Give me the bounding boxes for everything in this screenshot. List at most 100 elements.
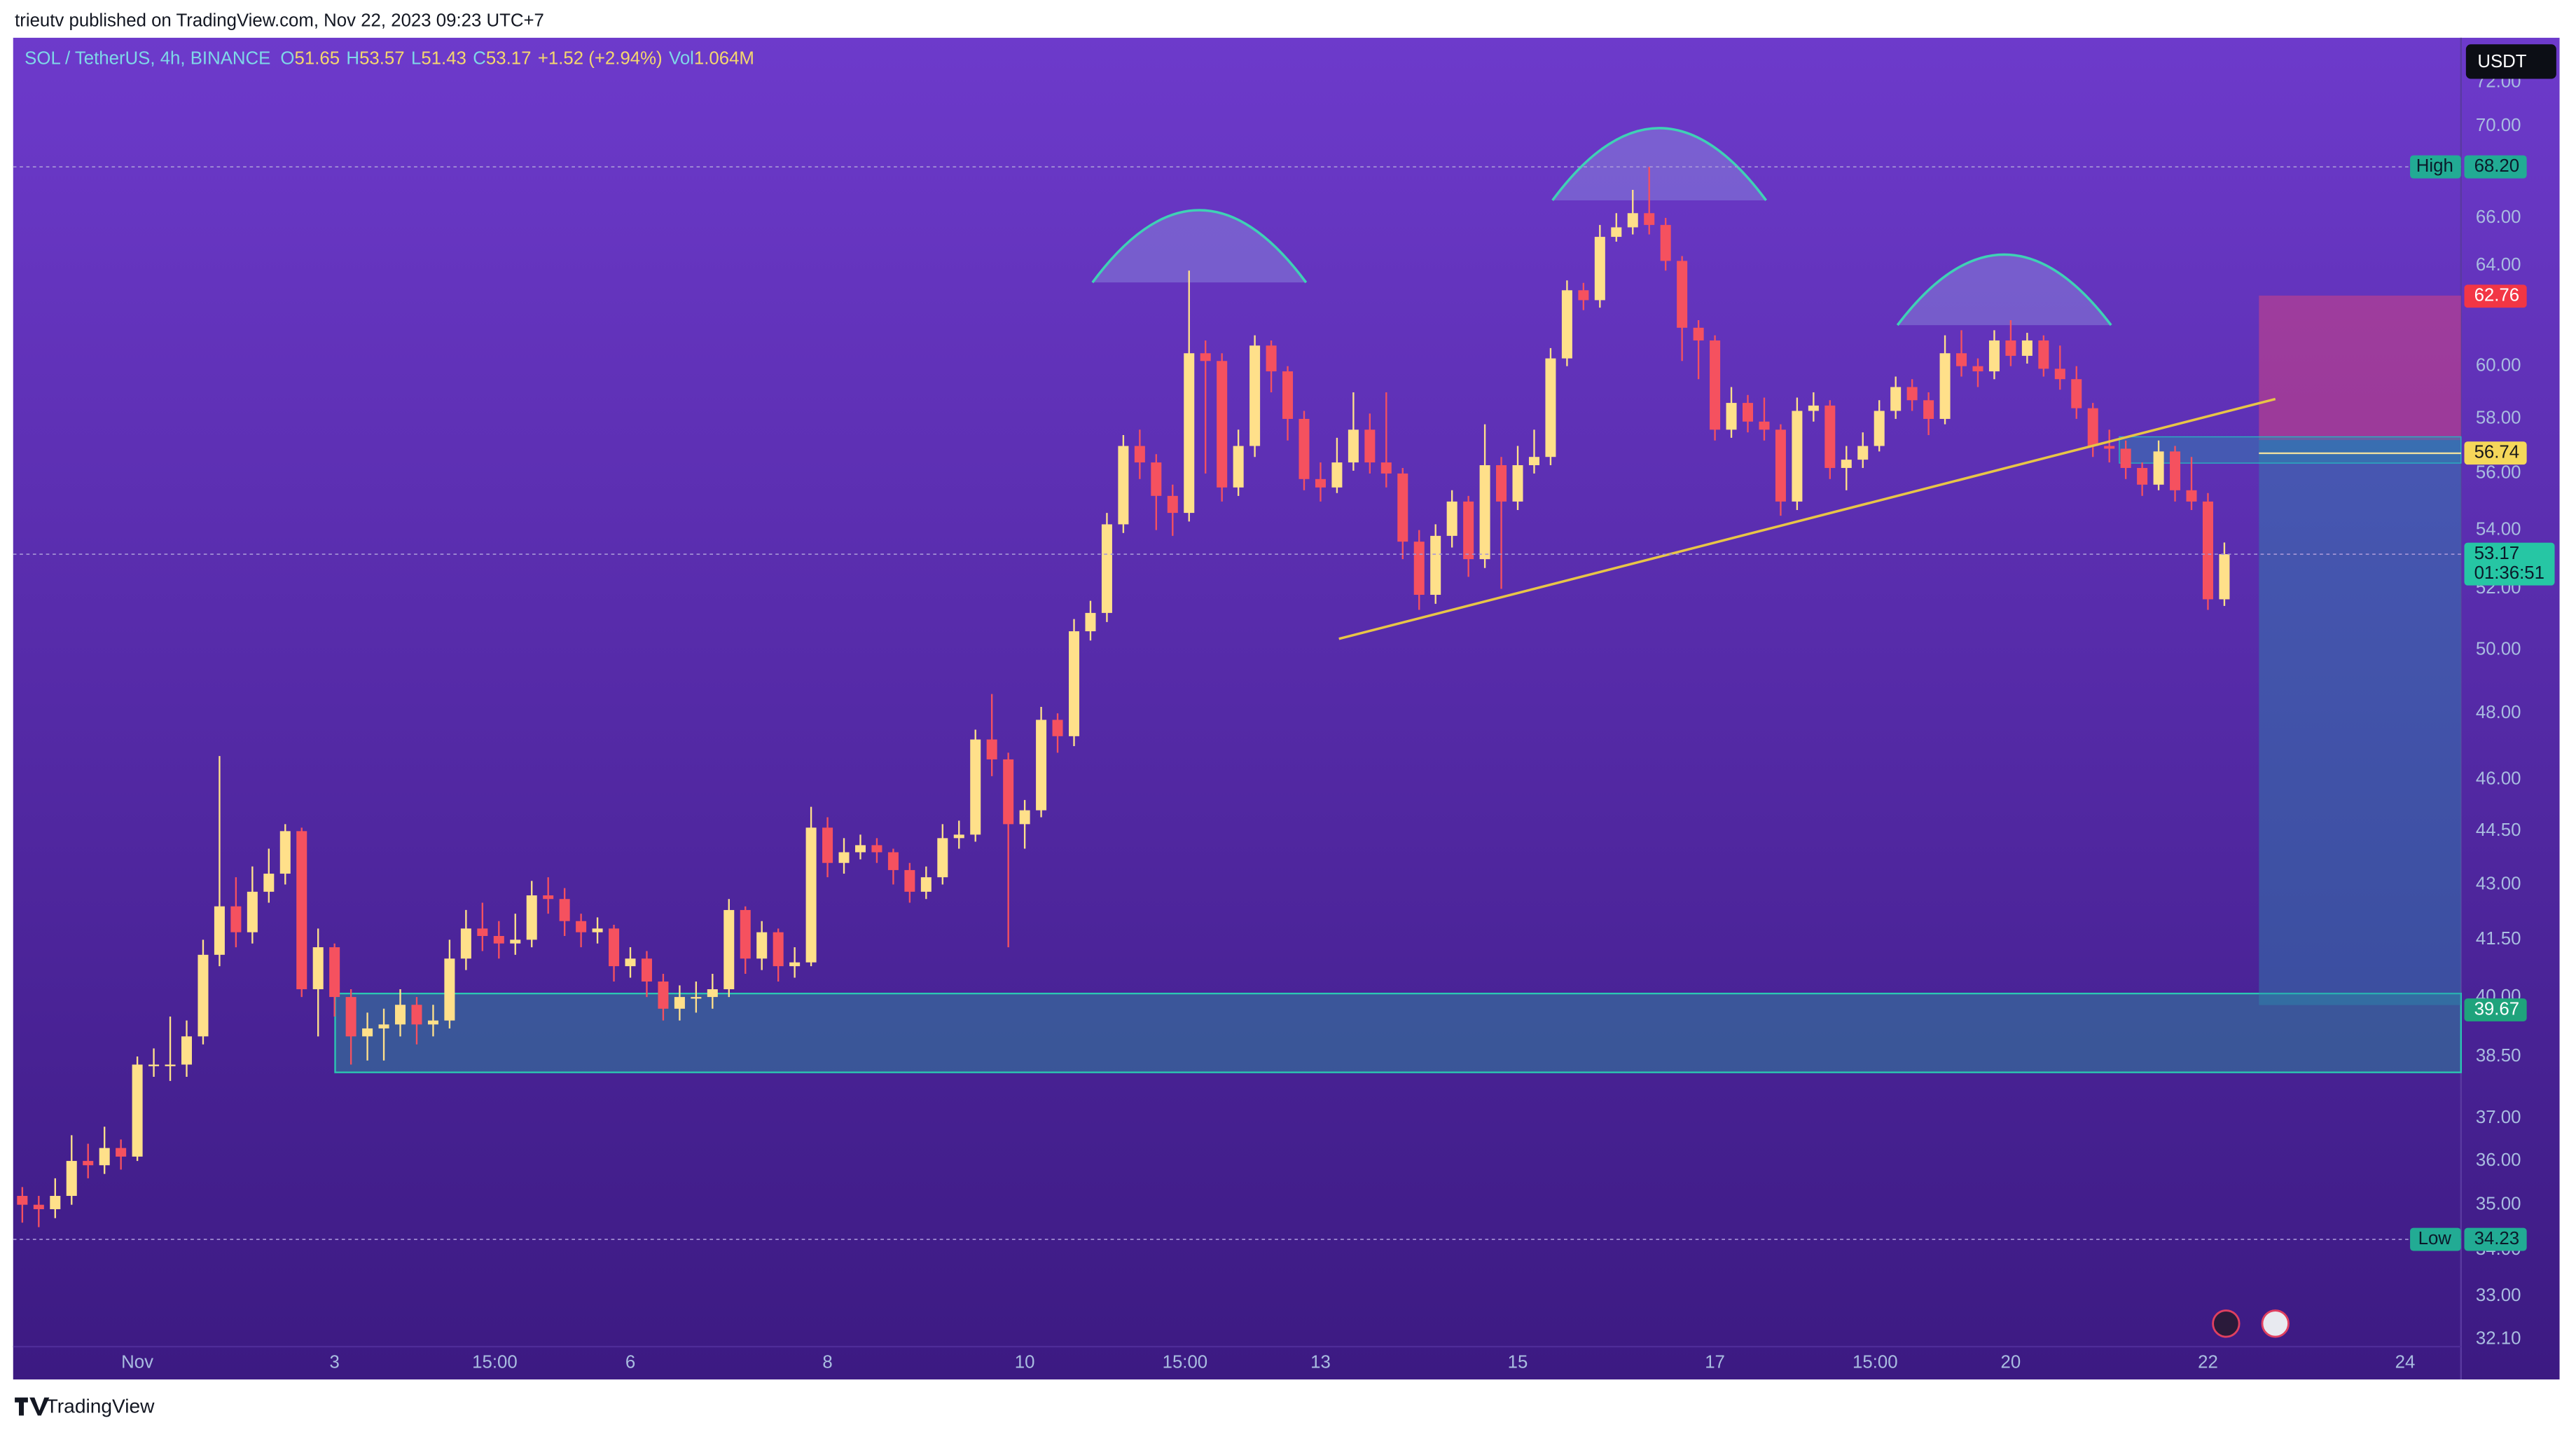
x-tick-label: 15:00 bbox=[1853, 1352, 1898, 1372]
candle bbox=[1184, 270, 1195, 522]
candle-body bbox=[2054, 369, 2065, 380]
candle-body bbox=[740, 909, 751, 959]
candle bbox=[543, 877, 554, 914]
price-label: 39.67 bbox=[2474, 999, 2520, 1019]
symbol: SOL / TetherUS, 4h, BINANCE bbox=[25, 48, 270, 68]
candle bbox=[838, 838, 850, 874]
candle-body bbox=[625, 958, 636, 967]
legend-key: L bbox=[411, 48, 421, 68]
y-tick-label: 54.00 bbox=[2476, 519, 2521, 539]
y-tick-label: 56.00 bbox=[2476, 463, 2521, 483]
candle bbox=[1627, 189, 1638, 235]
candle-body bbox=[1052, 720, 1063, 736]
candle-body bbox=[1315, 479, 1326, 488]
candle-body bbox=[1726, 403, 1737, 430]
candle bbox=[1890, 376, 1902, 419]
y-tick-label: 36.00 bbox=[2476, 1150, 2521, 1170]
candle bbox=[1611, 213, 1622, 242]
candle bbox=[1430, 524, 1441, 604]
y-tick-label: 37.00 bbox=[2476, 1108, 2521, 1127]
candle-body bbox=[2153, 451, 2164, 485]
candle bbox=[723, 899, 735, 998]
stop-zone bbox=[2259, 295, 2461, 441]
flag-icon[interactable] bbox=[2261, 1309, 2290, 1338]
support-zone bbox=[334, 992, 2462, 1073]
price-label-box bbox=[2464, 542, 2555, 586]
candle bbox=[1742, 394, 1754, 433]
brand-logo bbox=[15, 1397, 50, 1416]
candle-body bbox=[2005, 340, 2016, 356]
candle-body bbox=[214, 906, 225, 955]
candle bbox=[1923, 392, 1934, 436]
right-shoulder bbox=[1896, 253, 2112, 326]
legend-value: 1.064M bbox=[694, 48, 754, 68]
price-label: 68.20 bbox=[2474, 156, 2520, 176]
candle bbox=[33, 1195, 44, 1227]
candle-body bbox=[345, 997, 356, 1037]
candle bbox=[165, 1017, 176, 1081]
candle bbox=[1561, 280, 1572, 366]
candle-body bbox=[1939, 353, 1951, 419]
candle-body bbox=[1413, 542, 1425, 595]
candle-body bbox=[1890, 387, 1902, 411]
candle-body bbox=[1019, 810, 1030, 825]
flash-icon[interactable] bbox=[2212, 1309, 2241, 1338]
candle-body bbox=[1710, 340, 1721, 430]
candle-body bbox=[1660, 225, 1671, 261]
candle-body bbox=[2104, 446, 2115, 449]
candle-body bbox=[1594, 237, 1605, 301]
candle bbox=[1808, 392, 1819, 422]
countdown: 01:36:51 bbox=[2474, 563, 2544, 583]
candle bbox=[477, 902, 488, 951]
candle bbox=[1956, 330, 1967, 377]
drawings bbox=[334, 127, 2462, 1073]
candle-body bbox=[1380, 462, 1392, 474]
candle-body bbox=[1808, 405, 1819, 411]
candle bbox=[2038, 335, 2049, 377]
candle-body bbox=[2202, 501, 2213, 600]
candle-body bbox=[17, 1195, 28, 1205]
candle-body bbox=[1578, 290, 1589, 301]
axes: 72.0070.0066.0064.0060.0058.0056.0054.00… bbox=[13, 72, 2555, 1372]
candle bbox=[1988, 330, 2000, 380]
target-zone bbox=[2259, 440, 2461, 1005]
currency-box bbox=[2465, 44, 2556, 79]
candle-body bbox=[33, 1204, 44, 1209]
candle bbox=[395, 989, 406, 1037]
candle bbox=[1660, 217, 1671, 271]
candle-body bbox=[1003, 759, 1014, 825]
candle bbox=[1151, 454, 1162, 530]
candle bbox=[2170, 446, 2181, 502]
candle bbox=[1677, 256, 1688, 362]
candle bbox=[2120, 440, 2131, 479]
candle-body bbox=[1792, 411, 1803, 502]
candle bbox=[658, 974, 669, 1021]
candle bbox=[1036, 706, 1047, 818]
currency: USDT bbox=[2477, 52, 2526, 71]
candle-body bbox=[592, 928, 603, 932]
y-tick-label: 70.00 bbox=[2476, 116, 2521, 135]
candle-body bbox=[1364, 429, 1376, 463]
candle bbox=[1545, 347, 1556, 466]
candle bbox=[17, 1187, 28, 1223]
candle-body bbox=[691, 997, 702, 999]
candle bbox=[132, 1056, 143, 1162]
candle-body bbox=[887, 852, 899, 870]
candle bbox=[148, 1048, 160, 1077]
price-label-text: High bbox=[2416, 156, 2453, 176]
candle-body bbox=[510, 939, 521, 944]
candle bbox=[2054, 345, 2065, 390]
candle bbox=[756, 921, 768, 970]
candle bbox=[2219, 542, 2230, 606]
candle bbox=[1775, 424, 1786, 516]
candle-body bbox=[132, 1064, 143, 1157]
candle bbox=[2087, 403, 2098, 457]
candle bbox=[2071, 366, 2082, 419]
candle-body bbox=[1348, 429, 1359, 463]
candle bbox=[66, 1135, 77, 1205]
candle bbox=[493, 921, 504, 959]
candle-body bbox=[756, 932, 768, 959]
candle-body bbox=[904, 869, 915, 892]
candle bbox=[1792, 397, 1803, 511]
